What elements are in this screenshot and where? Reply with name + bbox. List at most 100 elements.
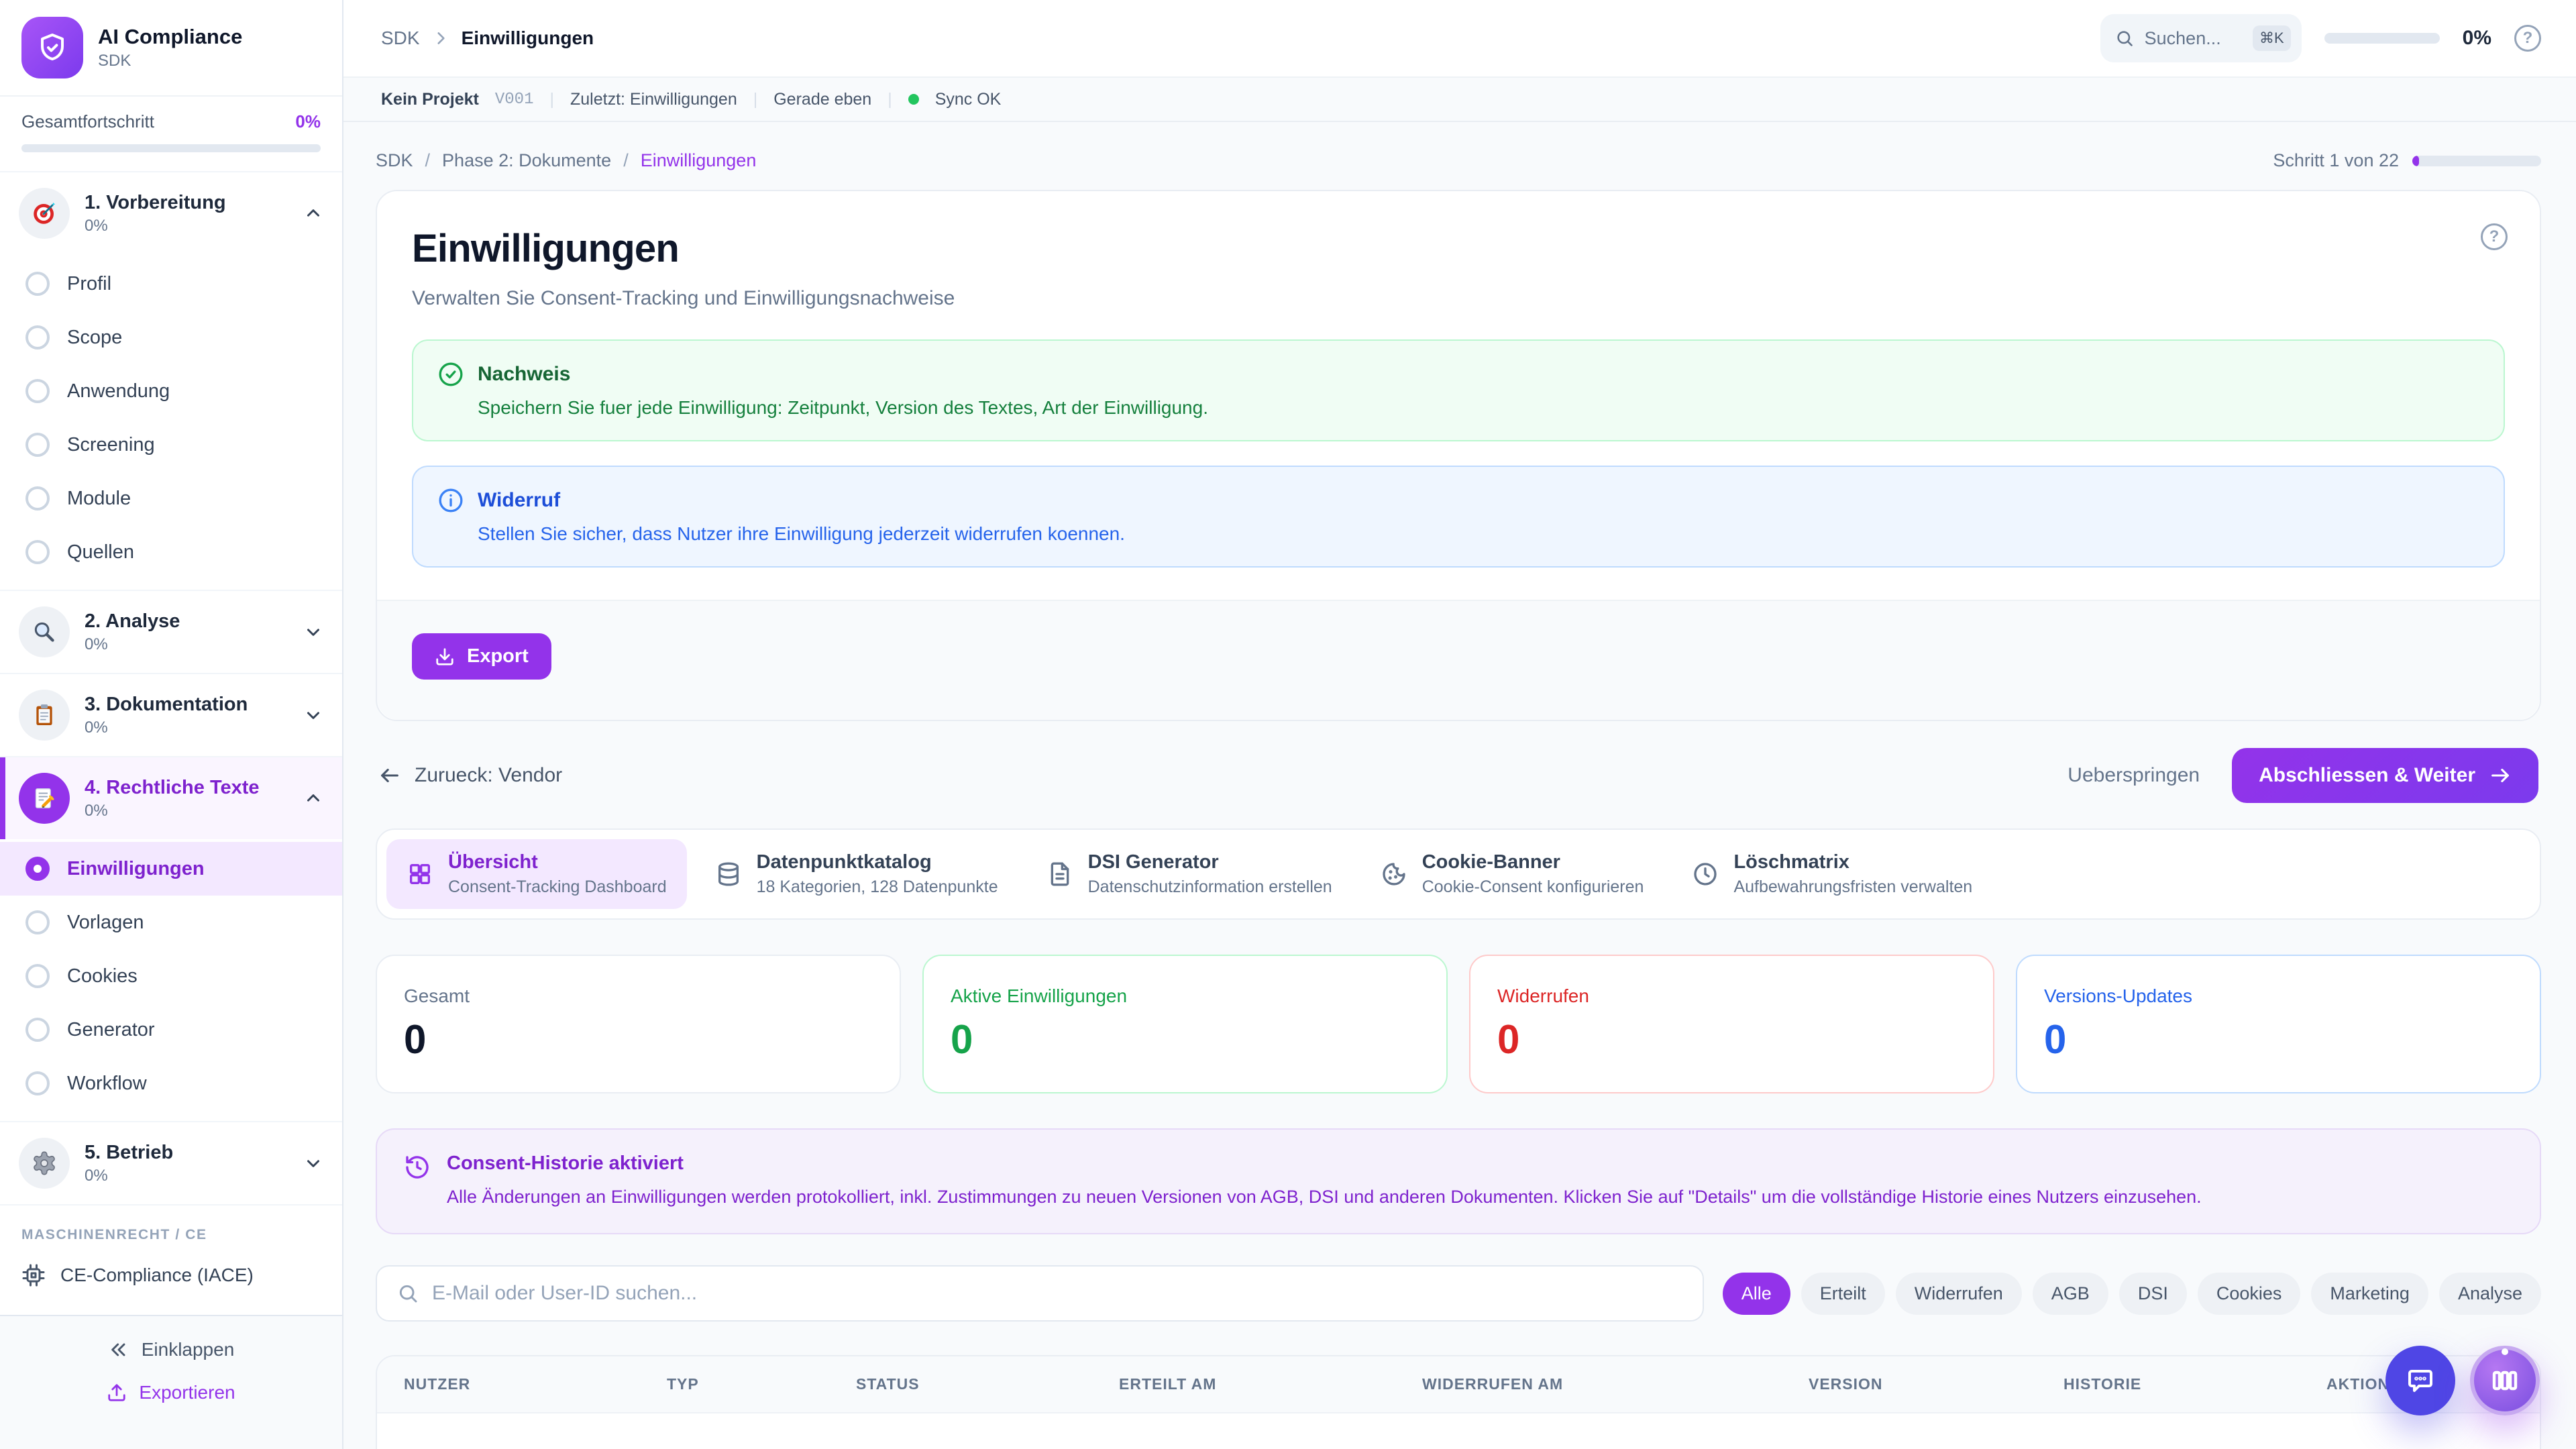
tab-loeschmatrix[interactable]: Löschmatrix Aufbewahrungsfristen verwalte… <box>1672 839 1992 909</box>
chip-agb[interactable]: AGB <box>2032 1272 2108 1315</box>
sidebar-item-einwilligungen[interactable]: Einwilligungen <box>0 842 342 896</box>
help-icon[interactable]: ? <box>2481 223 2508 250</box>
sidebar-item-module[interactable]: Module <box>0 472 342 525</box>
export-button[interactable]: Export <box>412 633 551 680</box>
consents-table: NUTZER TYP STATUS ERTEILT AM WIDERRUFEN … <box>376 1355 2541 1449</box>
project-label: Kein Projekt <box>381 89 479 109</box>
banner-title: Consent-Historie aktiviert <box>447 1152 684 1174</box>
sidebar-item-workflow[interactable]: Workflow <box>0 1057 342 1110</box>
chip-erteilt[interactable]: Erteilt <box>1801 1272 1885 1315</box>
table-body <box>377 1413 2540 1449</box>
chevron-down-icon <box>303 1153 323 1173</box>
floating-buttons <box>2385 1346 2540 1415</box>
arrow-right-icon <box>2491 768 2509 783</box>
brand-title: AI Compliance <box>98 25 243 48</box>
tab-datenpunktkatalog[interactable]: Datenpunktkatalog 18 Kategorien, 128 Date… <box>695 839 1018 909</box>
chip-dsi[interactable]: DSI <box>2118 1272 2187 1315</box>
nav-section-vorbereitung-header[interactable]: 1. Vorbereitung 0% <box>0 172 342 254</box>
crumb-phase[interactable]: Phase 2: Dokumente <box>442 150 612 170</box>
chip-widerrufen[interactable]: Widerrufen <box>1895 1272 2022 1315</box>
user-search[interactable] <box>376 1265 1704 1322</box>
nav-section-rechtliche-texte-header[interactable]: 4. Rechtliche Texte 0% <box>0 757 342 839</box>
note-nachweis: Nachweis Speichern Sie fuer jede Einwill… <box>412 339 2505 441</box>
radio-icon <box>25 272 50 296</box>
sidebar-item-cookies[interactable]: Cookies <box>0 949 342 1003</box>
skip-button[interactable]: Ueberspringen <box>2068 764 2200 786</box>
tab-cookie-banner[interactable]: Cookie-Banner Cookie-Consent konfiguriere… <box>1360 839 1664 909</box>
header-progress-value: 0% <box>2462 27 2491 49</box>
nav-section-analyse-header[interactable]: 2. Analyse 0% <box>0 591 342 673</box>
stat-versions-updates: Versions-Updates 0 <box>2016 955 2541 1093</box>
collapse-sidebar-button[interactable]: Einklappen <box>108 1339 234 1360</box>
radio-icon <box>25 910 50 934</box>
hero-card: Einwilligungen Verwalten Sie Consent-Tra… <box>376 190 2541 721</box>
nav-section-dokumentation-header[interactable]: 3. Dokumentation 0% <box>0 674 342 756</box>
statusbar: Kein Projekt V001 | Zuletzt: Einwilligun… <box>343 78 2576 122</box>
tab-uebersicht[interactable]: Übersicht Consent-Tracking Dashboard <box>386 839 687 909</box>
gear-icon <box>19 1138 70 1189</box>
breadcrumb-root[interactable]: SDK <box>381 28 420 48</box>
cpu-icon <box>22 1264 45 1287</box>
radio-icon <box>25 379 50 403</box>
search-icon <box>2117 31 2133 46</box>
chat-bubble-icon <box>2408 1370 2432 1392</box>
sidebar-footer: Einklappen Exportieren <box>0 1315 342 1449</box>
chip-alle[interactable]: Alle <box>1722 1272 1790 1315</box>
crumb-current: Einwilligungen <box>640 150 757 170</box>
nav-section-betrieb: 5. Betrieb 0% <box>0 1121 342 1204</box>
magnifier-icon <box>19 606 70 657</box>
chevron-up-icon <box>303 788 323 808</box>
tab-dsi-generator[interactable]: DSI Generator Datenschutzinformation erst… <box>1026 839 1352 909</box>
nav-section-dokumentation: 3. Dokumentation 0% <box>0 673 342 756</box>
double-chevron-left-icon <box>111 1343 125 1356</box>
breadcrumb-current: Einwilligungen <box>461 28 594 48</box>
global-search[interactable]: Suchen... ⌘K <box>2100 14 2302 62</box>
chevron-down-icon <box>303 705 323 725</box>
columns-fab[interactable] <box>2470 1346 2540 1415</box>
chip-marketing[interactable]: Marketing <box>2311 1272 2428 1315</box>
sidebar-item-generator[interactable]: Generator <box>0 1003 342 1057</box>
main: SDK Einwilligungen Suchen... ⌘K 0% ? Kei… <box>343 0 2576 1449</box>
sidebar-item-anwendung[interactable]: Anwendung <box>0 364 342 418</box>
grid-icon <box>407 861 433 888</box>
complete-next-button[interactable]: Abschliessen & Weiter <box>2232 748 2538 803</box>
filter-row: Alle Erteilt Widerrufen AGB DSI Cookies … <box>376 1265 2541 1322</box>
sync-status-label: Sync OK <box>934 89 1002 109</box>
search-icon <box>399 1285 417 1303</box>
stat-widerrufen: Widerrufen 0 <box>1469 955 1994 1093</box>
sidebar-nav: 1. Vorbereitung 0% Profil Scope Anwendun… <box>0 171 342 1315</box>
breadcrumb: SDK Einwilligungen <box>381 28 594 49</box>
sidebar-item-screening[interactable]: Screening <box>0 418 342 472</box>
sidebar-item-ce-compliance[interactable]: CE-Compliance (IACE) <box>0 1250 342 1306</box>
radio-icon <box>25 486 50 511</box>
nav-section-vorbereitung: 1. Vorbereitung 0% Profil Scope Anwendun… <box>0 171 342 590</box>
sidebar-item-profil[interactable]: Profil <box>0 257 342 311</box>
crumb-sdk[interactable]: SDK <box>376 150 413 170</box>
nav-section-betrieb-header[interactable]: 5. Betrieb 0% <box>0 1122 342 1204</box>
radio-icon <box>25 540 50 564</box>
sidebar-group-label: MASCHINENRECHT / CE <box>0 1204 342 1250</box>
info-icon <box>439 488 463 513</box>
sidebar-item-quellen[interactable]: Quellen <box>0 525 342 579</box>
topbar: SDK Einwilligungen Suchen... ⌘K 0% ? <box>343 0 2576 78</box>
stat-gesamt: Gesamt 0 <box>376 955 901 1093</box>
banner-body: Alle Änderungen an Einwilligungen werden… <box>447 1187 2202 1207</box>
sidebar-item-vorlagen[interactable]: Vorlagen <box>0 896 342 949</box>
chip-analyse[interactable]: Analyse <box>2438 1272 2541 1315</box>
brand-logo <box>21 17 83 78</box>
chat-fab[interactable] <box>2385 1346 2455 1415</box>
help-icon[interactable]: ? <box>2514 25 2541 52</box>
memo-icon <box>19 773 70 824</box>
back-link[interactable]: Zurueck: Vendor <box>378 764 562 787</box>
database-icon <box>715 861 742 888</box>
export-sidebar-button[interactable]: Exportieren <box>107 1382 235 1403</box>
sidebar-item-scope[interactable]: Scope <box>0 311 342 364</box>
radio-icon <box>25 964 50 988</box>
chip-cookies[interactable]: Cookies <box>2197 1272 2301 1315</box>
content-breadcrumb: SDK / Phase 2: Dokumente / Einwilligunge… <box>376 150 2541 171</box>
chevron-right-icon <box>437 32 445 44</box>
nav-section-rechtliche-texte: 4. Rechtliche Texte 0% <box>0 756 342 839</box>
user-search-input[interactable] <box>432 1282 1682 1305</box>
content: SDK / Phase 2: Dokumente / Einwilligunge… <box>343 122 2576 1449</box>
